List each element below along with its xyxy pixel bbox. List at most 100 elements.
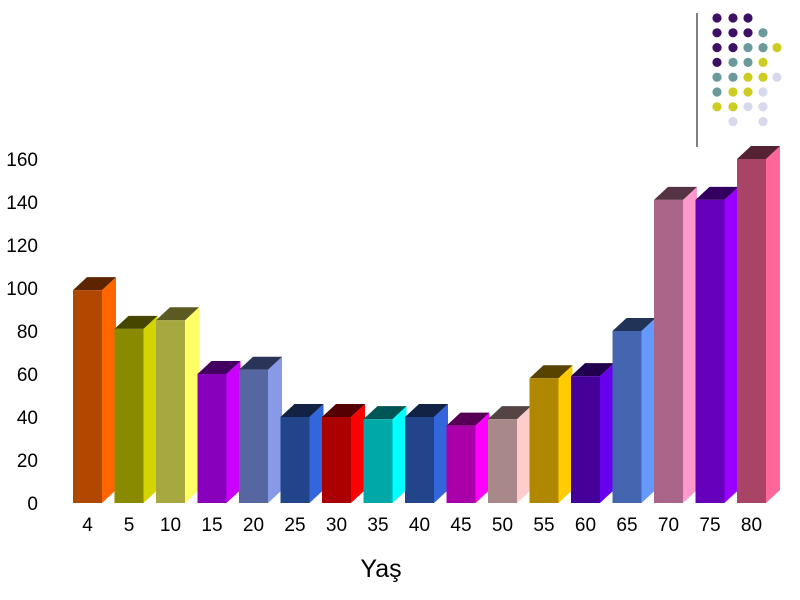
bar-side (683, 186, 697, 503)
bar-side (558, 365, 573, 503)
bar-front (280, 417, 310, 503)
bar (363, 406, 407, 503)
legend-dot (758, 28, 768, 38)
bar-top (529, 365, 573, 379)
bar (737, 146, 780, 503)
x-tick-label: 30 (326, 515, 347, 536)
legend-dot (743, 28, 753, 38)
legend-dot-grid (712, 13, 782, 127)
bar-side (475, 412, 490, 503)
bar-side (724, 186, 739, 503)
legend-dot (758, 57, 768, 67)
x-tick-label: 45 (450, 515, 471, 536)
bar-front (612, 331, 642, 503)
bar-side (185, 307, 199, 503)
y-tick-label: 20 (17, 451, 38, 472)
legend-dot (728, 87, 738, 97)
y-tick-label: 140 (6, 193, 38, 214)
bar (612, 318, 656, 503)
x-tick-label: 35 (367, 515, 388, 536)
bar-side (268, 356, 282, 503)
bar-top (571, 363, 614, 377)
bar-side (102, 277, 116, 503)
bar-side (351, 404, 365, 503)
bar-front (114, 328, 144, 503)
legend-dot (743, 57, 753, 67)
legend-dot (728, 102, 738, 112)
bar-front (737, 159, 766, 503)
legend-dot (712, 87, 722, 97)
bar-side (517, 406, 531, 503)
bar-side (309, 404, 324, 503)
bar (239, 356, 282, 503)
bar-side (641, 318, 656, 503)
bar (571, 363, 614, 503)
legend-dot (728, 57, 738, 67)
legend-dot (712, 72, 722, 82)
bar (73, 277, 116, 503)
bar (156, 307, 199, 503)
bar-top (654, 186, 697, 200)
y-tick-label: 40 (17, 408, 38, 429)
legend-dot (712, 102, 722, 112)
bar-front (405, 417, 434, 503)
x-tick-label: 20 (243, 515, 264, 536)
bar (322, 404, 365, 503)
x-tick-label: 5 (124, 515, 135, 536)
x-tick-label: 4 (82, 515, 93, 536)
bar-side (766, 146, 780, 503)
x-axis-label: Yaş (360, 555, 401, 583)
legend-dot (743, 13, 753, 23)
legend-dot (712, 43, 722, 53)
bar-front (322, 417, 351, 503)
legend-dot (758, 117, 768, 127)
y-tick-label: 100 (6, 279, 38, 300)
x-tick-label: 10 (160, 515, 181, 536)
bar-top (488, 406, 531, 420)
legend-dot (743, 72, 753, 82)
y-axis: 0 20 40 60 80 100 120 140 160 (6, 150, 38, 515)
bar-side (434, 404, 448, 503)
bar-top (695, 186, 739, 200)
legend-dot (728, 72, 738, 82)
bar-front (363, 419, 393, 503)
legend-dot (743, 43, 753, 53)
bar (446, 412, 490, 503)
legend-dot (758, 72, 768, 82)
bar-top (114, 315, 158, 329)
bar-top (446, 412, 490, 426)
bar (197, 361, 241, 503)
bar-top (197, 361, 241, 374)
bar-front (529, 378, 559, 503)
bar-top (156, 307, 199, 321)
x-tick-label: 55 (533, 515, 554, 536)
legend-dot (772, 43, 782, 53)
legend-dot (728, 43, 738, 53)
x-tick-label: 40 (409, 515, 430, 536)
bar-side (600, 363, 614, 503)
x-tick-label: 60 (575, 515, 596, 536)
bar-series (73, 146, 780, 503)
bar (529, 365, 573, 503)
x-tick-label: 65 (616, 515, 637, 536)
bar-top (322, 404, 365, 417)
bar-front (156, 320, 185, 503)
x-tick-label: 80 (741, 515, 762, 536)
legend-dot (712, 57, 722, 67)
bar-front (446, 425, 476, 503)
bar (280, 404, 324, 503)
legend-dot (758, 102, 768, 112)
bar-top (737, 146, 780, 159)
legend-dot (743, 87, 753, 97)
x-tick-label: 75 (699, 515, 720, 536)
bar-top (363, 406, 407, 420)
x-tick-label: 70 (658, 515, 679, 536)
x-tick-label: 25 (284, 515, 305, 536)
legend-dot (758, 43, 768, 53)
bar-front (488, 419, 517, 503)
bar-top (405, 404, 448, 417)
bar (695, 186, 739, 503)
bar-side (143, 315, 158, 503)
legend-dot (743, 102, 753, 112)
legend-dot (712, 13, 722, 23)
